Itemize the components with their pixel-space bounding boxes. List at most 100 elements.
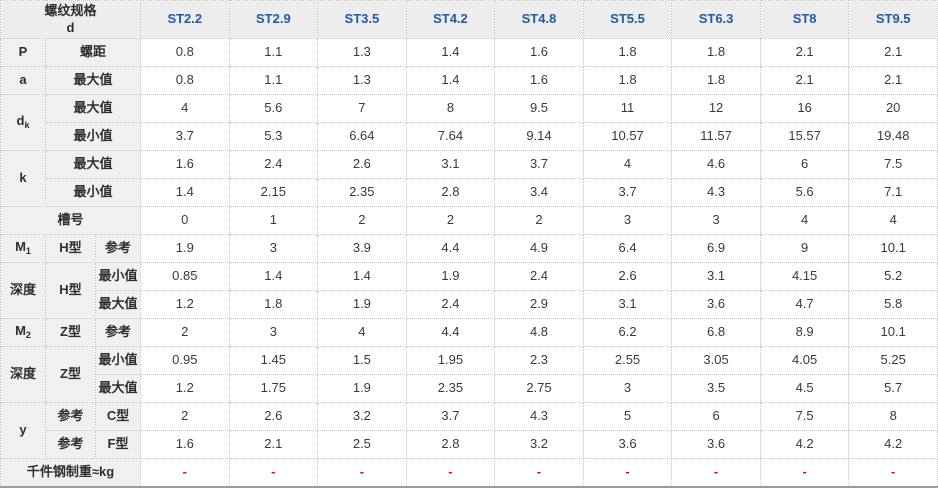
table-cell: 2.4	[405, 290, 496, 319]
row-label-y-c-type: C型	[94, 402, 142, 431]
table-row-k-max: k 最大值 1.6 2.4 2.6 3.1 3.7 4 4.6 6 7.5	[0, 150, 938, 207]
table-row-pitch: P 螺距 0.8 1.1 1.3 1.4 1.6 1.8 1.8 2.1 2.1	[0, 38, 938, 67]
table-cell: 1.8	[582, 38, 673, 67]
table-cell: 3	[582, 374, 673, 403]
table-cell: 1.2	[140, 290, 230, 319]
table-cell: 3	[228, 318, 319, 347]
table-row-depth-z-min: 深度 Z型 最小值 0.95 1.45 1.5 1.95 2.3 2.55 3.…	[0, 346, 938, 403]
table-row-depth-h-min: 深度 H型 最小值 0.85 1.4 1.4 1.9 2.4 2.6 3.1 4…	[0, 262, 938, 319]
column-header-st4-2: ST4.2	[405, 0, 496, 39]
table-cell: 7.1	[848, 178, 938, 207]
table-cell: 2.8	[405, 430, 496, 459]
table-cell: 10.1	[848, 234, 938, 263]
table-cell-dash: -	[140, 458, 230, 487]
table-cell: 1.8	[582, 66, 673, 95]
table-cell: 0.8	[140, 38, 230, 67]
table-cell: 1.9	[317, 290, 407, 319]
m2-symbol-main: M	[15, 323, 26, 339]
table-cell: 1.5	[317, 346, 407, 375]
table-row-m2-ref: M2 Z型 参考 2 3 4 4.4 4.8 6.2 6.8 8.9 10.1	[0, 318, 938, 347]
table-cell: 2.9	[494, 290, 584, 319]
table-cell: 1.4	[405, 38, 496, 67]
row-symbol-m1: M1	[0, 234, 46, 263]
table-cell: 1.4	[228, 262, 319, 291]
column-header-st9-5: ST9.5	[848, 0, 938, 39]
table-cell: 11.57	[671, 122, 761, 151]
row-label-depth-z: 深度	[0, 346, 46, 403]
table-cell: 1.4	[317, 262, 407, 291]
row-label-y-f-type: F型	[94, 430, 142, 459]
table-cell: 3.7	[494, 150, 584, 179]
table-cell: 7.5	[759, 402, 850, 431]
row-label-depth-z-min: 最小值	[94, 346, 142, 375]
table-cell: 4.2	[848, 430, 938, 459]
table-cell: 2.35	[405, 374, 496, 403]
table-cell: 10.1	[848, 318, 938, 347]
table-cell: 6	[671, 402, 761, 431]
table-cell: 16	[759, 94, 850, 123]
row-label-y-ref2: 参考	[45, 430, 96, 459]
table-cell: 2.1	[228, 430, 319, 459]
table-cell: 3.7	[582, 178, 673, 207]
table-cell: 1.8	[671, 66, 761, 95]
table-cell: 20	[848, 94, 938, 123]
table-row-depth-z-max: 最大值 1.2 1.75 1.9 2.35 2.75 3 3.5 4.5 5.7	[1, 374, 938, 403]
table-cell: 4.05	[759, 346, 850, 375]
table-cell: 6.4	[582, 234, 673, 263]
table-cell: 1.4	[405, 66, 496, 95]
table-cell: 1.6	[494, 38, 584, 67]
table-cell: 4.3	[671, 178, 761, 207]
table-row-weight: 千件钢制重≈kg - - - - - - - - -	[0, 458, 938, 487]
row-label-k-max: 最大值	[44, 150, 142, 179]
table-cell: 1.9	[405, 262, 496, 291]
table-row-a-max: a 最大值 0.8 1.1 1.3 1.4 1.6 1.8 1.8 2.1 2.…	[0, 66, 938, 95]
table-cell: 2.6	[582, 262, 673, 291]
table-cell: 1.8	[671, 38, 761, 67]
table-cell-dash: -	[582, 458, 673, 487]
table-cell: 4.4	[405, 318, 496, 347]
table-cell: 2.4	[494, 262, 584, 291]
row-label-depth-z-max: 最大值	[94, 374, 142, 403]
table-cell: 2.15	[228, 178, 319, 207]
table-cell: 6.8	[671, 318, 761, 347]
table-row-k-min: 最小值 1.4 2.15 2.35 2.8 3.4 3.7 4.3 5.6 7.…	[1, 178, 938, 207]
table-cell-dash: -	[317, 458, 407, 487]
table-cell: 1.9	[140, 234, 230, 263]
table-cell: 3.1	[405, 150, 496, 179]
table-body: P 螺距 0.8 1.1 1.3 1.4 1.6 1.8 1.8 2.1 2.1…	[0, 38, 938, 487]
table-cell: 1	[228, 206, 319, 235]
table-cell: 3.6	[671, 430, 761, 459]
table-cell-dash: -	[759, 458, 850, 487]
table-row-depth-h-max: 最大值 1.2 1.8 1.9 2.4 2.9 3.1 3.6 4.7 5.8	[1, 290, 938, 319]
table-cell: 0.85	[140, 262, 230, 291]
table-cell: 4	[759, 206, 850, 235]
table-cell: 1.4	[140, 178, 230, 207]
table-cell: 1.1	[228, 38, 319, 67]
table-cell: 2.6	[317, 150, 407, 179]
table-cell: 3.9	[317, 234, 407, 263]
table-cell: 5.7	[848, 374, 938, 403]
table-cell: 8	[405, 94, 496, 123]
row-label-depth-h-max: 最大值	[94, 290, 142, 319]
column-header-st3-5: ST3.5	[317, 0, 407, 39]
table-cell: 6.64	[317, 122, 407, 151]
row-symbol-m2: M2	[0, 318, 46, 347]
table-cell: 4	[140, 94, 230, 123]
table-cell: 3.2	[317, 402, 407, 431]
row-symbol-y: y	[0, 402, 46, 459]
table-cell: 1.95	[405, 346, 496, 375]
table-cell: 1.3	[317, 66, 407, 95]
table-cell: 2.1	[848, 38, 938, 67]
table-cell: 2	[317, 206, 407, 235]
table-cell: 2.8	[405, 178, 496, 207]
corner-header: 螺纹规格 d	[0, 0, 142, 39]
row-label-slot: 槽号	[0, 206, 142, 235]
table-cell: 2.4	[228, 150, 319, 179]
table-cell: 2.3	[494, 346, 584, 375]
table-cell: 2	[140, 402, 230, 431]
table-cell: 1.3	[317, 38, 407, 67]
m1-symbol-main: M	[15, 239, 26, 255]
table-cell: 10.57	[582, 122, 673, 151]
table-cell: 3.6	[671, 290, 761, 319]
table-cell: 3.05	[671, 346, 761, 375]
